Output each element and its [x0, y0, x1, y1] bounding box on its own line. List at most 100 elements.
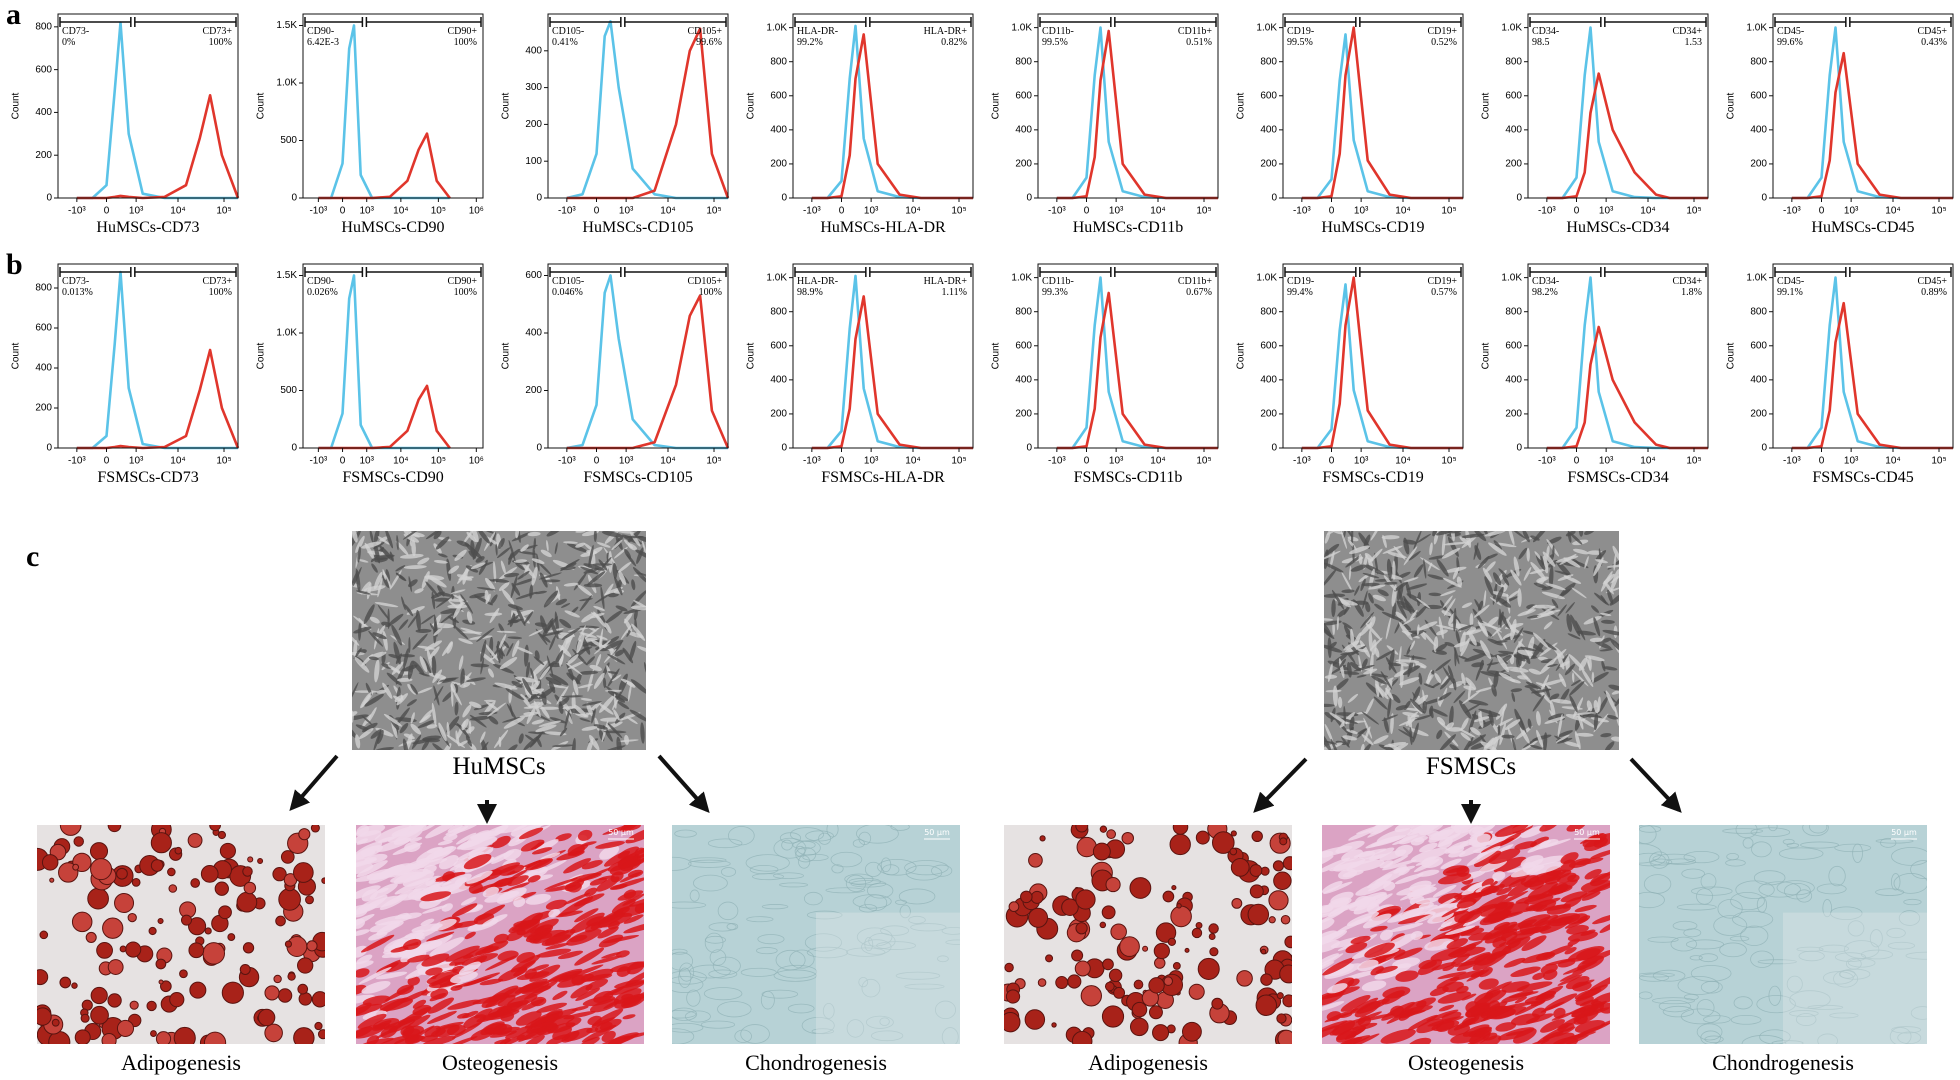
mineral: [617, 846, 639, 859]
cell: [642, 540, 646, 555]
gate-label: HLA-DR-: [797, 26, 838, 37]
y-axis-title: Count: [11, 92, 22, 119]
x-tick-label: 10⁵: [216, 206, 231, 217]
mineral: [425, 825, 458, 839]
cell: [554, 542, 558, 555]
lipid-droplet: [236, 891, 258, 913]
cell: [485, 593, 491, 604]
cell: [1429, 542, 1433, 556]
mineral: [622, 1014, 636, 1020]
cell: [460, 668, 465, 688]
mineral: [1432, 884, 1457, 898]
cell: [460, 593, 474, 614]
matrix: [825, 887, 866, 894]
matrix: [1652, 969, 1686, 982]
cell: [580, 566, 599, 575]
cell: [1368, 584, 1386, 590]
cell: [1606, 564, 1619, 568]
mineral: [1466, 969, 1490, 982]
cell: [1518, 547, 1528, 560]
matrix: [1672, 920, 1698, 931]
mineral: [569, 935, 588, 943]
cell: [1326, 531, 1337, 536]
matrix: [858, 976, 869, 988]
gate-label: CD105-: [552, 276, 584, 287]
cell: [395, 653, 402, 665]
plot-frame: [1527, 263, 1709, 449]
cell: [1412, 686, 1421, 702]
y-axis-title: Count: [1236, 342, 1247, 369]
cell: [531, 566, 538, 586]
matrix: [1771, 1040, 1804, 1044]
y-tick-label: 400: [1015, 124, 1032, 135]
matrix: [1823, 971, 1854, 985]
lipid-droplet: [1167, 937, 1177, 946]
cell: [1536, 576, 1549, 583]
mineral: [1581, 891, 1601, 901]
mineral: [1494, 825, 1529, 837]
matrix: [830, 851, 863, 868]
cell: [1609, 592, 1619, 606]
cell: [559, 654, 564, 665]
plot-frame: [792, 13, 974, 199]
matrix: [773, 969, 817, 982]
cell: [1349, 662, 1362, 671]
y-tick-label: 1.0K: [1746, 272, 1767, 283]
lipid-droplet: [1099, 921, 1107, 929]
matrix: [789, 949, 815, 969]
mineral: [524, 1016, 550, 1029]
cell: [429, 646, 440, 660]
lipid-droplet: [202, 942, 226, 965]
matrix: [761, 989, 799, 999]
cell: [450, 685, 462, 706]
x-axis-title: FSMSCs-CD90: [342, 469, 443, 486]
mineral: [1500, 1001, 1539, 1010]
y-tick-label: 800: [1260, 56, 1277, 67]
cell: [498, 581, 510, 592]
lipid-droplet: [204, 927, 212, 935]
lipid-droplet: [1181, 1021, 1202, 1042]
cell: [1324, 723, 1334, 743]
matrix: [1639, 825, 1657, 845]
cell: [368, 630, 384, 647]
y-tick-label: 200: [35, 403, 52, 414]
cell: [1567, 531, 1572, 543]
matrix: [844, 873, 874, 885]
lipid-droplet: [169, 992, 185, 1008]
cell: [549, 635, 556, 651]
cell: [605, 639, 624, 650]
cell: [1442, 577, 1462, 588]
cell: [1449, 705, 1454, 728]
cell: [1449, 744, 1460, 750]
mineral: [1507, 880, 1534, 897]
cell: [1347, 693, 1359, 703]
lipid-droplet: [1075, 825, 1089, 833]
lipid-droplet: [1279, 837, 1288, 846]
mineral: [544, 929, 576, 946]
lipid-droplet: [101, 1032, 117, 1044]
cell: [1482, 531, 1489, 537]
mineral: [1349, 997, 1379, 1014]
cell: [1394, 581, 1409, 592]
mineral: [1525, 903, 1543, 912]
cell: [495, 543, 498, 556]
cell: [1584, 531, 1596, 535]
lipid-droplet: [1004, 962, 1014, 973]
cell: [399, 722, 409, 734]
matrix: [703, 987, 743, 1001]
mineral: [407, 976, 420, 986]
mineral: [552, 1025, 572, 1041]
matrix: [1778, 847, 1824, 860]
cell: [636, 572, 646, 579]
mineral: [499, 864, 525, 876]
lipid-droplet: [310, 825, 320, 833]
mineral: [460, 897, 477, 906]
cell: [470, 663, 490, 668]
mineral: [1322, 940, 1341, 953]
matrix: [728, 826, 755, 846]
cell: [1395, 611, 1407, 622]
mineral: [634, 902, 644, 914]
cell: [1511, 737, 1517, 750]
cell: [560, 603, 571, 608]
